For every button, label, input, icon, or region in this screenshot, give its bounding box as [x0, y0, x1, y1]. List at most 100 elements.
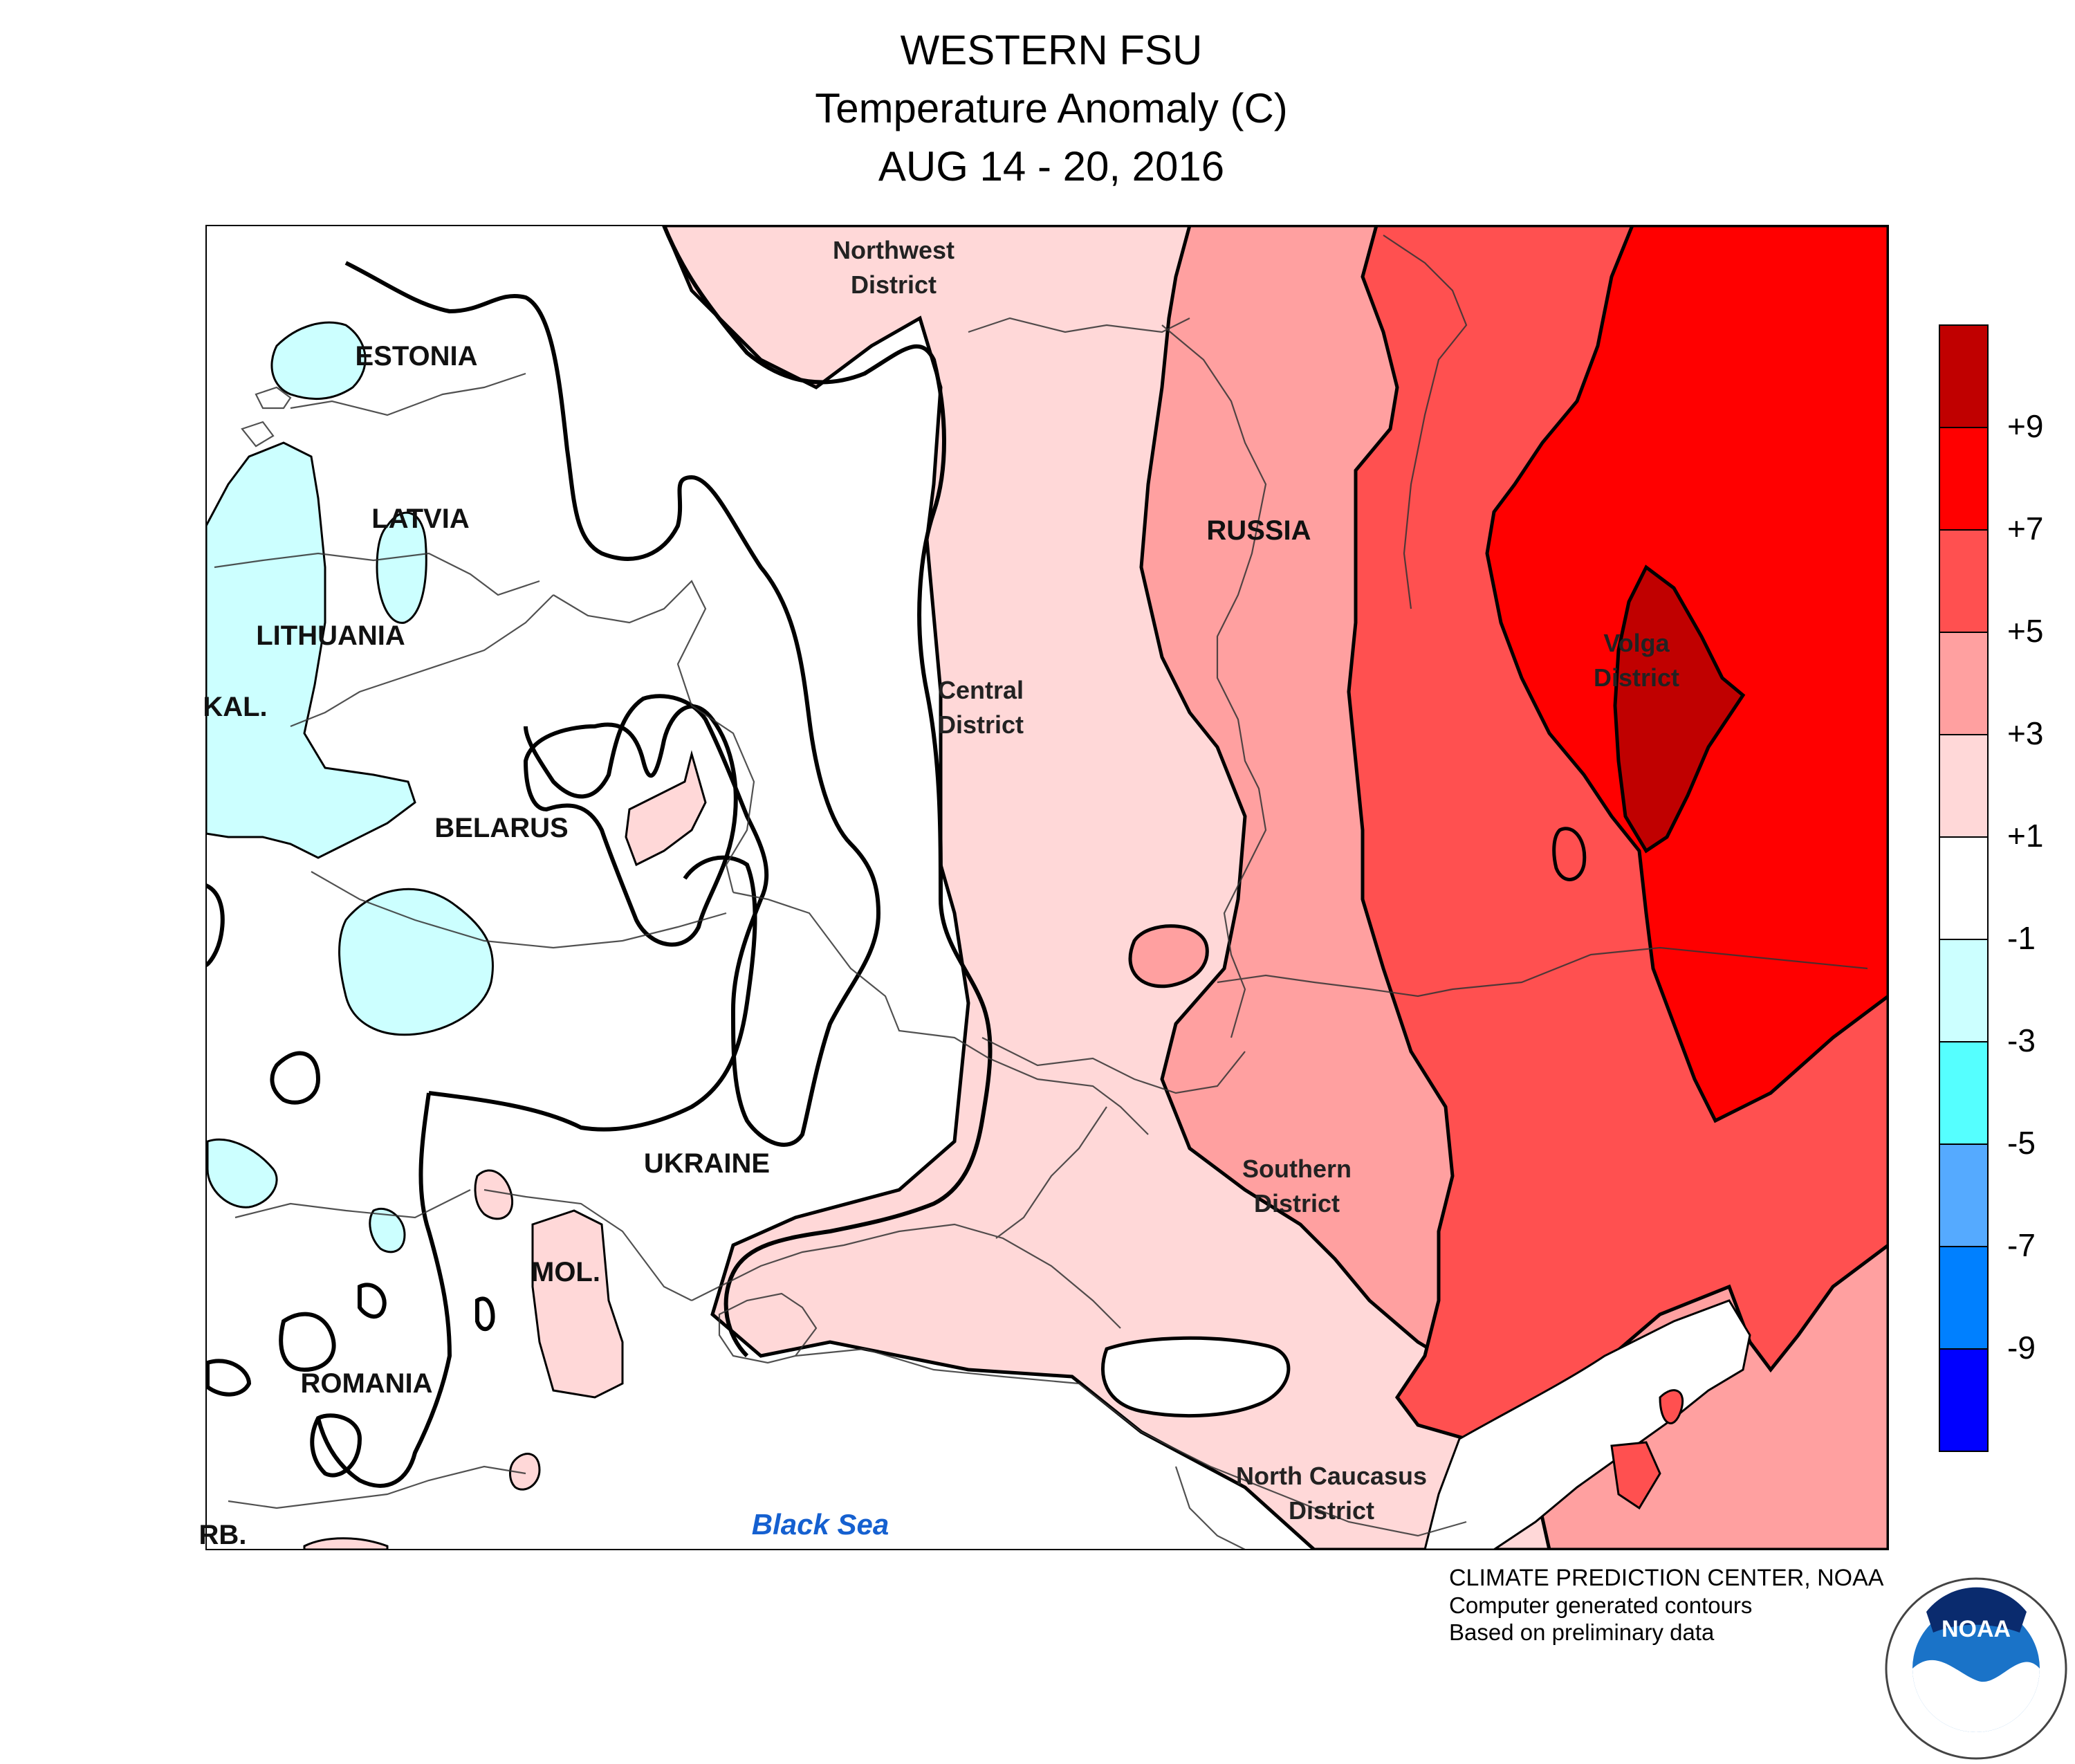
legend-tick-label: +3 — [2007, 715, 2043, 751]
border-romania-north — [234, 1189, 471, 1219]
border-estonia-islands — [241, 386, 292, 448]
noaa-logo: NOAA — [1885, 1577, 2067, 1760]
border-volga-west — [1383, 235, 1468, 609]
legend-swatch — [1939, 632, 1989, 735]
legend-tick-label: -9 — [2007, 1330, 2036, 1366]
credit-line-2: Computer generated contours — [1449, 1592, 1753, 1618]
contour-ukraine-west — [316, 1092, 452, 1488]
legend-swatch — [1939, 1041, 1989, 1145]
label-southern-2: District — [1254, 1189, 1340, 1218]
border-coast — [691, 1223, 1121, 1329]
credit-line-1: CLIMATE PREDICTION CENTER, NOAA — [1449, 1565, 1884, 1591]
anomaly-cold-sw — [206, 1138, 278, 1209]
borders — [214, 235, 1868, 1550]
legend-tick-label: -7 — [2007, 1227, 2036, 1263]
border-belarus-russia — [553, 580, 755, 893]
legend-tick-label: -5 — [2007, 1125, 2036, 1161]
label-volga-1: Volga — [1603, 629, 1670, 657]
label-central-1: Central — [938, 676, 1024, 704]
border-latvia-lithuania — [214, 552, 540, 596]
map-date-range: AUG 14 - 20, 2016 — [878, 143, 1225, 190]
contour-northern-loop — [344, 261, 881, 1147]
white-sea-area — [1423, 1299, 1751, 1550]
contour-ukraine-south — [428, 855, 757, 1132]
label-kaliningrad: KAL. — [203, 692, 267, 722]
anomaly-blob-belarus — [625, 750, 707, 867]
anomaly-cold-baltic — [206, 441, 416, 859]
contour-romania-loop-2 — [310, 1413, 362, 1478]
label-northwest-2: District — [851, 270, 937, 299]
legend-tick-label: -1 — [2007, 920, 2036, 956]
border-russia-internal-2 — [1161, 324, 1267, 1038]
label-black-sea: Black Sea — [752, 1508, 889, 1541]
label-northwest-1: Northwest — [833, 236, 954, 264]
label-caucasus-2: District — [1289, 1496, 1374, 1525]
anomaly-cold-latvia — [376, 511, 427, 624]
contour-sw-loop — [270, 1051, 321, 1105]
legend-tick-label: +5 — [2007, 613, 2043, 649]
anomaly-blob-moldova — [531, 1209, 624, 1399]
contour-romania-loop-3 — [206, 1359, 252, 1397]
contour-romania-loop-1 — [279, 1312, 336, 1372]
legend-swatch — [1939, 427, 1989, 531]
noaa-logo-text: NOAA — [1942, 1616, 2011, 1642]
contour-belarus-loop — [523, 704, 738, 947]
legend-tick-label: -3 — [2007, 1022, 2036, 1058]
label-belarus: BELARUS — [434, 813, 568, 843]
map-subtitle: Temperature Anomaly (C) — [815, 85, 1288, 131]
label-ukraine: UKRAINE — [644, 1148, 770, 1179]
label-southern-1: Southern — [1242, 1155, 1352, 1183]
label-caucasus-1: North Caucasus — [1236, 1462, 1427, 1490]
legend-swatch — [1939, 1143, 1989, 1247]
anomaly-cold-estonia — [270, 321, 367, 401]
credit-line-3: Based on preliminary data — [1449, 1619, 1715, 1645]
anomaly-blob-east — [1552, 827, 1587, 881]
border-crimea — [718, 1292, 818, 1364]
border-russia-internal-4 — [981, 1037, 1246, 1094]
label-lithuania: LITHUANIA — [256, 621, 405, 651]
legend-swatch — [1939, 529, 1989, 633]
credits: CLIMATE PREDICTION CENTER, NOAA Computer… — [1449, 1565, 1883, 1646]
place-labels: ESTONIA LATVIA LITHUANIA KAL. BELARUS UK… — [199, 341, 1311, 1550]
border-southern — [995, 1106, 1107, 1239]
legend-swatch — [1939, 836, 1989, 940]
border-ukraine-moldova — [483, 1188, 692, 1301]
anomaly-blob-bottom — [303, 1537, 389, 1550]
map-frame — [205, 225, 1889, 1550]
legend-tick-label: +9 — [2007, 408, 2043, 444]
contour-fills — [206, 226, 1888, 1550]
border-ukraine-russia — [732, 891, 1149, 1135]
label-russia: RUSSIA — [1206, 515, 1311, 546]
legend-swatch — [1939, 324, 1989, 428]
anomaly-blob-romania-n — [474, 1169, 514, 1220]
label-romania: ROMANIA — [300, 1368, 432, 1399]
border-caucasus-1 — [795, 1348, 1467, 1537]
contour-romania-loop-4 — [475, 1296, 495, 1332]
contour-west-edge — [206, 883, 225, 967]
border-russia-internal-3 — [1217, 946, 1868, 998]
anomaly-blob-central — [1128, 924, 1209, 989]
legend-swatch — [1939, 1246, 1989, 1350]
label-serbia: RB. — [199, 1520, 247, 1550]
legend-swatch — [1939, 734, 1989, 838]
label-estonia: ESTONIA — [355, 341, 477, 371]
label-volga-2: District — [1594, 663, 1679, 692]
label-latvia: LATVIA — [371, 504, 469, 534]
legend-tick-label: +7 — [2007, 511, 2043, 546]
contour-romania-loop-5 — [358, 1283, 387, 1319]
zero-contours — [206, 226, 993, 1488]
legend-tick-label: +1 — [2007, 818, 2043, 854]
district-labels: Northwest District Central District Volg… — [833, 236, 1679, 1525]
legend-swatch — [1939, 939, 1989, 1042]
anomaly-blob-caspian-1 — [1659, 1389, 1684, 1424]
caucasus-white-area — [1100, 1336, 1291, 1418]
color-legend: +9 +7 +5 +3 +1 -1 -3 -5 -7 -9 — [1939, 324, 2043, 1452]
border-caucasus-2 — [1174, 1466, 1246, 1550]
anomaly-fill-above-9 — [1613, 564, 1746, 854]
border-estonia-latvia — [290, 372, 526, 416]
anomaly-blob-romania-s — [509, 1453, 541, 1491]
legend-swatch — [1939, 1348, 1989, 1452]
anomaly-blob-caspian-2 — [1610, 1441, 1661, 1510]
label-moldova: MOL. — [531, 1257, 600, 1287]
